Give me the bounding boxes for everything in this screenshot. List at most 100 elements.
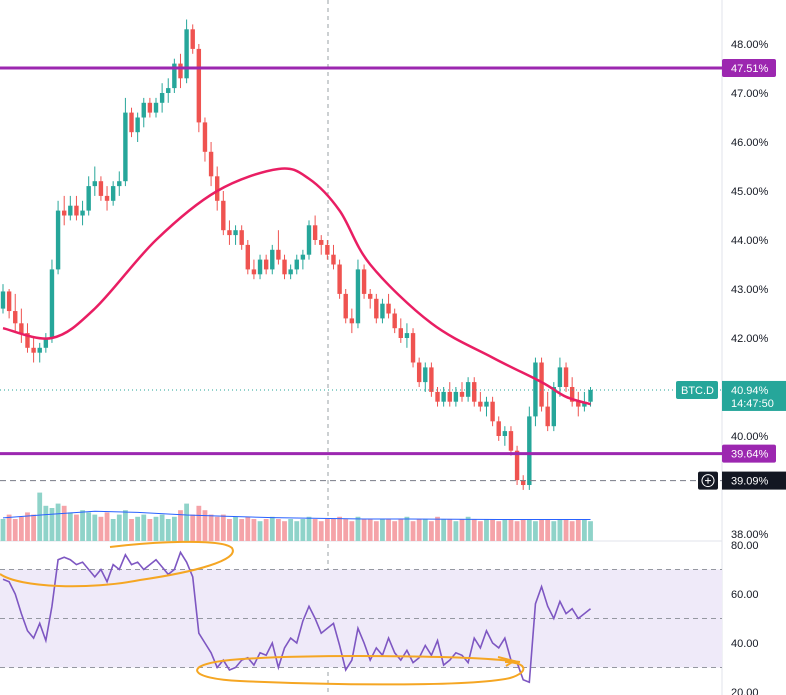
candle[interactable] (208, 142, 214, 187)
candle[interactable] (233, 225, 238, 245)
candle[interactable] (410, 328, 416, 368)
candle[interactable] (288, 264, 293, 280)
candle[interactable] (43, 333, 49, 353)
candle[interactable] (361, 264, 367, 299)
candle[interactable] (135, 112, 140, 142)
candle[interactable] (49, 259, 55, 343)
candle[interactable] (19, 308, 24, 343)
candle[interactable] (502, 426, 508, 446)
candle[interactable] (263, 254, 269, 275)
candle[interactable] (62, 195, 67, 226)
candle[interactable] (276, 230, 281, 265)
candle[interactable] (374, 293, 379, 324)
candle[interactable] (37, 342, 42, 363)
candle[interactable] (514, 445, 520, 485)
candle[interactable] (398, 318, 403, 343)
candle[interactable] (221, 191, 226, 236)
candle[interactable] (104, 186, 110, 211)
candle[interactable] (123, 97, 128, 187)
candle[interactable] (539, 357, 544, 412)
candle[interactable] (300, 249, 306, 270)
candle[interactable] (110, 181, 116, 206)
candle[interactable] (429, 362, 434, 397)
candle[interactable] (6, 289, 12, 319)
candle[interactable] (184, 19, 189, 84)
candle[interactable] (294, 254, 299, 275)
candle[interactable] (478, 391, 483, 412)
candle[interactable] (349, 308, 355, 334)
candle[interactable] (527, 406, 532, 490)
candle[interactable] (13, 293, 18, 334)
candle[interactable] (563, 362, 569, 392)
candle[interactable] (416, 357, 422, 387)
candle[interactable] (147, 97, 153, 118)
candle[interactable] (423, 362, 428, 392)
candle[interactable] (141, 97, 146, 128)
candle[interactable] (508, 426, 514, 456)
candle[interactable] (172, 58, 177, 93)
candlestick-series[interactable] (0, 19, 593, 490)
rsi-axis[interactable]: 80.00 60.00 40.00 20.00 (731, 540, 759, 695)
candle[interactable] (166, 78, 171, 103)
candle[interactable] (270, 244, 275, 275)
candle[interactable] (74, 195, 79, 221)
candle[interactable] (239, 225, 244, 250)
candle[interactable] (92, 166, 97, 196)
candle[interactable] (557, 357, 563, 397)
candle[interactable] (484, 396, 489, 417)
candle[interactable] (453, 387, 459, 407)
candle[interactable] (306, 220, 312, 260)
candle[interactable] (196, 44, 202, 133)
candle[interactable] (472, 377, 477, 407)
candle[interactable] (190, 24, 195, 54)
candle[interactable] (545, 391, 550, 432)
candle[interactable] (251, 259, 257, 280)
candle[interactable] (355, 259, 361, 329)
horizontal-lines[interactable] (0, 66, 722, 482)
candle[interactable] (68, 195, 73, 221)
candle[interactable] (576, 391, 581, 417)
candle[interactable] (215, 166, 220, 211)
candle[interactable] (343, 289, 348, 324)
candle[interactable] (569, 377, 575, 407)
candle[interactable] (435, 387, 440, 407)
candle[interactable] (117, 171, 122, 196)
candle[interactable] (245, 240, 250, 275)
candle[interactable] (490, 396, 495, 427)
candle[interactable] (368, 289, 373, 309)
candle[interactable] (404, 323, 410, 348)
candle[interactable] (227, 220, 232, 245)
candle[interactable] (392, 308, 397, 334)
candle[interactable] (98, 176, 104, 201)
candle[interactable] (441, 387, 446, 407)
candle[interactable] (521, 475, 526, 490)
cursor-price-tag[interactable]: 39.09% (698, 471, 786, 490)
candle[interactable] (257, 254, 263, 280)
candle[interactable] (319, 235, 324, 255)
candle[interactable] (159, 83, 165, 113)
candle[interactable] (86, 176, 91, 216)
candle[interactable] (312, 215, 318, 245)
candle[interactable] (153, 97, 159, 118)
candle[interactable] (533, 357, 538, 427)
candle[interactable] (0, 284, 6, 314)
candle[interactable] (282, 254, 287, 280)
candle[interactable] (325, 240, 330, 260)
candle[interactable] (447, 382, 452, 407)
candle[interactable] (331, 244, 336, 270)
candle[interactable] (129, 107, 134, 138)
plus-circle-icon[interactable] (701, 474, 715, 488)
candle[interactable] (55, 200, 61, 275)
candle[interactable] (380, 298, 385, 324)
candle[interactable] (337, 259, 342, 299)
candle[interactable] (80, 200, 85, 226)
candle[interactable] (496, 416, 501, 441)
candle[interactable] (459, 382, 465, 402)
candle[interactable] (202, 117, 208, 162)
candle[interactable] (178, 53, 183, 89)
price-axis[interactable]: 48.00% 47.00% 46.00% 45.00% 44.00% 43.00% 42.0… (731, 39, 769, 541)
candle[interactable] (31, 338, 36, 363)
candle[interactable] (386, 293, 391, 319)
candle[interactable] (25, 323, 30, 353)
